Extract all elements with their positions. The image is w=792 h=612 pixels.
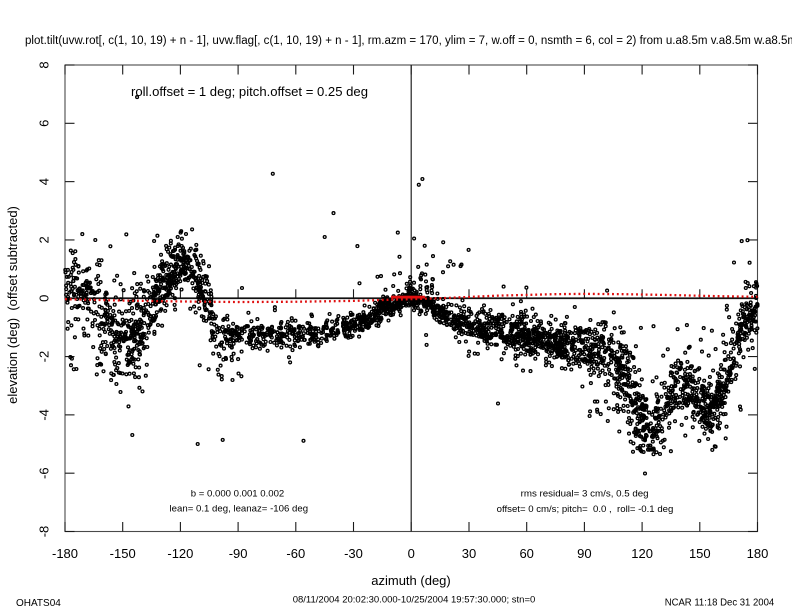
svg-text:-60: -60: [286, 546, 305, 561]
svg-text:azimuth (deg): azimuth (deg): [371, 573, 450, 588]
svg-text:rms residual= 3 cm/s, 0.5 deg: rms residual= 3 cm/s, 0.5 deg: [521, 489, 649, 500]
svg-text:60: 60: [519, 546, 533, 561]
svg-text:plot.tilt(uvw.rot[, c(1, 10, 1: plot.tilt(uvw.rot[, c(1, 10, 19) + n - 1…: [25, 35, 792, 47]
svg-text:08/11/2004 20:02:30.000-10/25/: 08/11/2004 20:02:30.000-10/25/2004 19:57…: [293, 595, 536, 606]
svg-text:NCAR 11:18 Dec 31 2004: NCAR 11:18 Dec 31 2004: [665, 598, 775, 609]
svg-text:-8: -8: [37, 526, 52, 538]
svg-text:150: 150: [689, 546, 711, 561]
svg-text:0: 0: [37, 295, 52, 302]
svg-text:6: 6: [37, 120, 52, 127]
svg-text:OHATS04: OHATS04: [16, 598, 61, 609]
svg-text:-90: -90: [229, 546, 248, 561]
svg-text:roll.offset = 1 deg; pitch.off: roll.offset = 1 deg; pitch.offset = 0.25…: [131, 84, 368, 99]
svg-text:90: 90: [577, 546, 591, 561]
svg-text:-6: -6: [37, 467, 52, 479]
svg-text:8: 8: [37, 61, 52, 68]
svg-text:120: 120: [631, 546, 653, 561]
svg-text:-120: -120: [167, 546, 193, 561]
svg-text:-150: -150: [110, 546, 136, 561]
svg-text:30: 30: [462, 546, 476, 561]
svg-text:lean= 0.1 deg, leanaz= -106 de: lean= 0.1 deg, leanaz= -106 deg: [170, 504, 309, 515]
svg-text:-30: -30: [344, 546, 363, 561]
svg-text:4: 4: [37, 178, 52, 185]
svg-text:0: 0: [408, 546, 415, 561]
svg-text:-2: -2: [37, 351, 52, 363]
svg-text:-4: -4: [37, 409, 52, 421]
svg-text:-180: -180: [52, 546, 78, 561]
svg-text:offset= 0 cm/s; pitch= 0.0 ,: offset= 0 cm/s; pitch= 0.0 , roll= -0.1 …: [497, 504, 674, 515]
svg-text:180: 180: [747, 546, 769, 561]
svg-text:elevation (deg) (offset subtr: elevation (deg) (offset subtracted): [5, 206, 20, 404]
svg-text:2: 2: [37, 236, 52, 243]
svg-text:b = 0.000 0.001 0.002: b = 0.000 0.001 0.002: [191, 488, 285, 499]
